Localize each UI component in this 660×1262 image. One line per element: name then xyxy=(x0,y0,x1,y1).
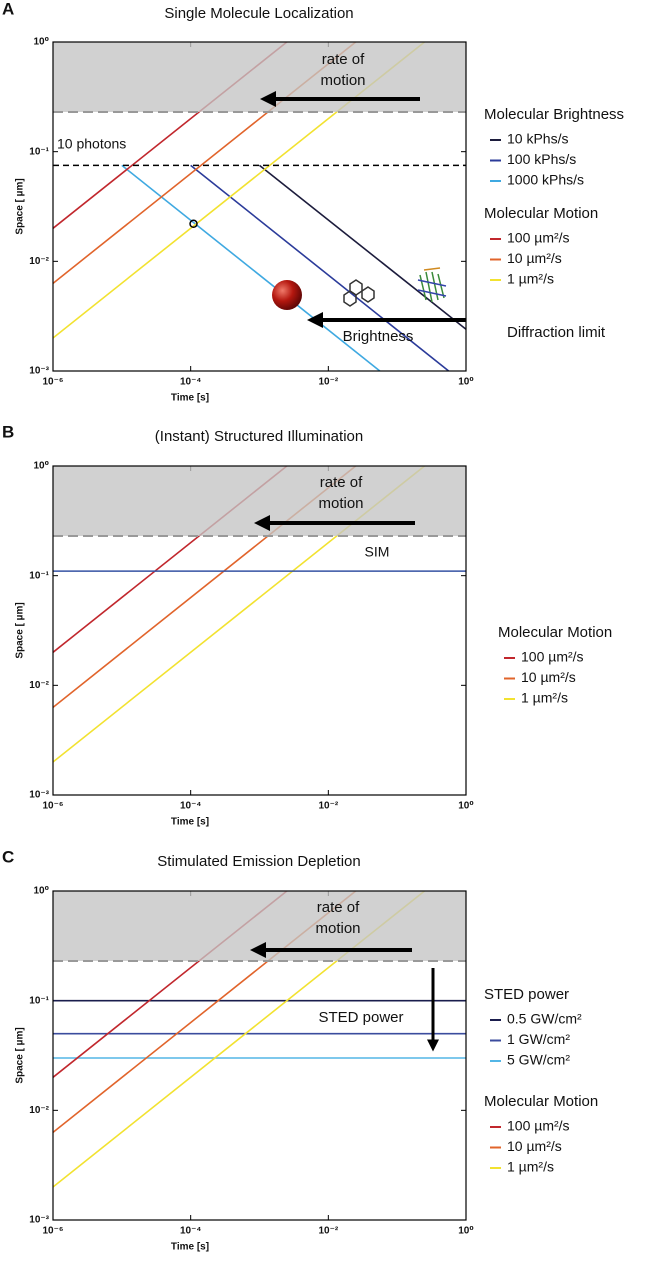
legend-label: 100 µm²/s xyxy=(507,230,570,246)
pointer-label: Brightness xyxy=(343,328,414,345)
chart-title: Stimulated Emission Depletion xyxy=(157,853,360,870)
y-tick-label: 10⁰ xyxy=(33,461,49,472)
bead-icon xyxy=(272,280,302,310)
x-tick-label: 10⁰ xyxy=(458,377,474,388)
legend-title: Molecular Motion xyxy=(484,205,598,222)
y-tick-label: 10⁰ xyxy=(33,886,49,897)
legend-label: 100 µm²/s xyxy=(507,1118,570,1134)
dye-icon xyxy=(343,279,375,307)
legend-title: Molecular Brightness xyxy=(484,106,624,123)
legend-label: 1 GW/cm² xyxy=(507,1031,570,1047)
legend-title: Molecular Motion xyxy=(498,624,612,641)
y-axis-label: Space [ µm] xyxy=(15,602,26,658)
x-tick-label: 10⁻⁶ xyxy=(42,377,63,388)
legend-label: 10 µm²/s xyxy=(507,1138,562,1154)
legend-label: 1 µm²/s xyxy=(507,1159,554,1175)
legend-label: 10 µm²/s xyxy=(521,669,576,685)
y-tick-label: 10⁻¹ xyxy=(29,146,49,157)
x-tick-label: 10⁻⁶ xyxy=(42,801,63,812)
x-tick-label: 10⁰ xyxy=(458,1226,474,1237)
x-tick-label: 10⁻⁶ xyxy=(42,1226,63,1237)
legend-label: 1000 kPhs/s xyxy=(507,172,584,188)
legend-title: STED power xyxy=(484,986,569,1003)
legend-label: 1 µm²/s xyxy=(507,271,554,287)
panel-letter: B xyxy=(2,422,14,441)
y-tick-label: 10⁻² xyxy=(29,680,49,691)
y-tick-label: 10⁰ xyxy=(33,37,49,48)
x-tick-label: 10⁻² xyxy=(318,1226,338,1237)
y-axis-label: Space [ µm] xyxy=(15,1027,26,1083)
y-tick-label: 10⁻¹ xyxy=(29,570,49,581)
plot-frame xyxy=(52,890,467,1221)
legend-label: 10 µm²/s xyxy=(507,250,562,266)
x-axis-label: Time [s] xyxy=(171,817,209,828)
x-tick-label: 10⁻² xyxy=(318,377,338,388)
pointer-label: STED power xyxy=(318,1009,403,1026)
series-line xyxy=(121,164,381,371)
x-axis-label: Time [s] xyxy=(171,1242,209,1253)
y-tick-label: 10⁻² xyxy=(29,256,49,267)
series-line xyxy=(190,164,450,371)
plot-frame xyxy=(52,41,467,372)
y-tick-label: 10⁻¹ xyxy=(29,995,49,1006)
legend-label: 5 GW/cm² xyxy=(507,1052,570,1068)
legend-label: 100 kPhs/s xyxy=(507,151,576,167)
x-tick-label: 10⁻⁴ xyxy=(180,801,201,812)
annotation: rate of motion xyxy=(320,51,366,89)
x-tick-label: 10⁻² xyxy=(318,801,338,812)
chart-title: Single Molecule Localization xyxy=(164,5,353,22)
shade-label: Diffraction limit xyxy=(507,324,606,341)
x-tick-label: 10⁻⁴ xyxy=(180,1226,201,1237)
annotation: rate of motion xyxy=(318,474,364,512)
y-tick-label: 10⁻³ xyxy=(29,790,49,801)
panel-letter: C xyxy=(2,847,14,866)
x-tick-label: 10⁰ xyxy=(458,801,474,812)
protein-icon xyxy=(417,267,447,303)
legend-label: 10 kPhs/s xyxy=(507,131,568,147)
plot-frame xyxy=(52,465,467,796)
y-tick-label: 10⁻³ xyxy=(29,1215,49,1226)
legend-title: Molecular Motion xyxy=(484,1093,598,1110)
y-axis-label: Space [ µm] xyxy=(15,178,26,234)
x-tick-label: 10⁻⁴ xyxy=(180,377,201,388)
y-tick-label: 10⁻² xyxy=(29,1105,49,1116)
legend-label: 0.5 GW/cm² xyxy=(507,1011,582,1027)
annotation: rate of motion xyxy=(315,899,361,937)
legend-label: 1 µm²/s xyxy=(521,690,568,706)
panels: A Single Molecule Localization Time [s] Spa… xyxy=(2,0,624,1253)
reference-label: 10 photons xyxy=(57,136,126,152)
chart-title: (Instant) Structured Illumination xyxy=(155,428,363,445)
reference-label: SIM xyxy=(365,544,390,560)
x-axis-label: Time [s] xyxy=(171,393,209,404)
shaded-region xyxy=(53,466,466,536)
y-tick-label: 10⁻³ xyxy=(29,366,49,377)
highlight-point xyxy=(189,219,198,229)
legend-label: 100 µm²/s xyxy=(521,649,584,665)
panel-letter: A xyxy=(2,0,14,18)
shaded-region xyxy=(53,42,466,112)
